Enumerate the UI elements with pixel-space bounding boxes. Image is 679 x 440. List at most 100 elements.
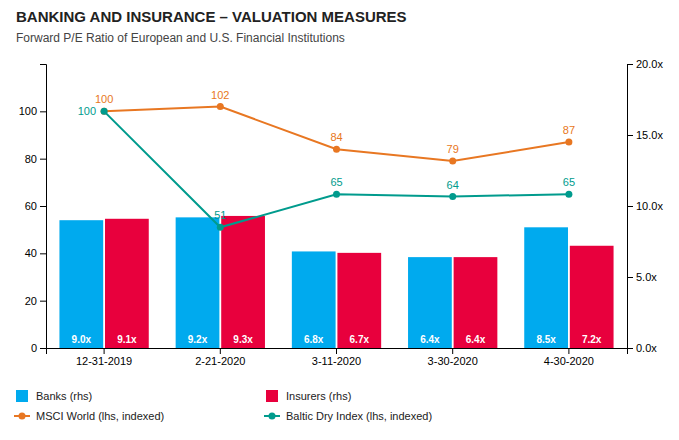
tick-label: 5.0x — [636, 271, 657, 283]
y2-tick: 0.0x — [627, 342, 657, 354]
tick-label: 40 — [25, 247, 37, 259]
y-tick: 100 — [19, 105, 46, 117]
line-label: 100 — [95, 93, 113, 105]
bar-label: 7.2x — [582, 334, 602, 345]
y-tick: 80 — [25, 153, 46, 165]
line-label: 84 — [330, 131, 342, 143]
legend-label: Banks (rhs) — [36, 390, 92, 402]
y2-tick: 10.0x — [627, 200, 663, 212]
y2-tick: 15.0x — [627, 129, 663, 141]
y-tick: 20 — [25, 295, 46, 307]
point — [449, 193, 456, 200]
tick-mark — [627, 135, 633, 136]
point — [565, 139, 572, 146]
tick-mark — [627, 348, 633, 349]
x-tick: 3-30-2020 — [428, 348, 478, 367]
axis-line — [40, 65, 47, 349]
y2-axis: 0.0x 5.0x 10.0x 15.0x 20.0x — [627, 58, 663, 354]
point — [101, 108, 108, 115]
tick-mark — [104, 348, 105, 354]
y2-tick: 20.0x — [627, 58, 663, 70]
tick-label: 3-30-2020 — [428, 355, 478, 367]
bar — [176, 217, 220, 348]
axis-line — [47, 349, 628, 355]
point — [565, 191, 572, 198]
y-tick: 0 — [31, 342, 46, 354]
tick-mark — [40, 253, 46, 254]
tick-mark — [40, 111, 46, 112]
bar — [221, 216, 265, 348]
point — [333, 146, 340, 153]
bar — [337, 253, 381, 348]
tick-mark — [40, 301, 46, 302]
tick-label: 3-11-2020 — [312, 355, 361, 367]
x-tick: 2-21-2020 — [195, 348, 245, 367]
bar-label: 9.2x — [188, 334, 208, 345]
legend-item: Banks (rhs) — [16, 390, 92, 402]
legend-item: Baltic Dry Index (lhs, indexed) — [264, 410, 432, 422]
bar-series — [105, 216, 614, 348]
tick-mark — [627, 64, 633, 65]
point — [333, 191, 340, 198]
bar-label: 6.4x — [420, 334, 440, 345]
bar — [59, 220, 103, 348]
bar — [408, 257, 452, 348]
point — [217, 103, 224, 110]
legend-swatch — [266, 390, 278, 402]
line — [104, 107, 569, 161]
bar-series — [59, 217, 568, 348]
tick-label: 2-21-2020 — [195, 355, 245, 367]
tick-mark — [568, 348, 569, 354]
y-tick: 40 — [25, 247, 46, 259]
marks — [59, 103, 613, 348]
point — [101, 108, 108, 115]
y-tick: 60 — [25, 200, 46, 212]
data-labels: 9.0x9.2x6.8x6.4x8.5x9.1x9.3x6.7x6.4x7.2x… — [72, 89, 602, 345]
tick-label: 20 — [25, 295, 37, 307]
legend-label: Insurers (rhs) — [286, 390, 351, 402]
tick-label: 10.0x — [636, 200, 663, 212]
bar — [570, 246, 614, 348]
tick-mark — [627, 206, 633, 207]
tick-mark — [220, 348, 221, 354]
bar — [292, 251, 336, 348]
tick-label: 60 — [25, 200, 37, 212]
legend-marker — [19, 413, 26, 420]
line-label: 65 — [563, 176, 575, 188]
line-label: 87 — [563, 124, 575, 136]
tick-label: 12-31-2019 — [76, 355, 132, 367]
tick-mark — [627, 277, 633, 278]
legend-label: MSCI World (lhs, indexed) — [36, 410, 164, 422]
tick-mark — [40, 159, 46, 160]
bar-label: 8.5x — [536, 334, 556, 345]
line-label: 102 — [211, 89, 229, 101]
legend-marker — [269, 413, 276, 420]
tick-label: 100 — [19, 105, 37, 117]
bar-label: 6.7x — [350, 334, 370, 345]
legend-swatch — [16, 390, 28, 402]
line-label: 65 — [330, 176, 342, 188]
bar-label: 6.4x — [466, 334, 486, 345]
x-tick: 12-31-2019 — [76, 348, 132, 367]
line-label: 100 — [78, 105, 96, 117]
tick-label: 80 — [25, 153, 37, 165]
bar-label: 9.1x — [117, 334, 137, 345]
x-tick: 3-11-2020 — [312, 348, 361, 367]
tick-label: 4-30-2020 — [544, 355, 594, 367]
line — [104, 111, 569, 227]
legend: Banks (rhs) Insurers (rhs) MSCI World (lhs… — [14, 390, 432, 422]
x-axis: 12-31-2019 2-21-2020 3-11-2020 3-30-2020 4-3… — [47, 348, 628, 367]
bar-label: 6.8x — [304, 334, 324, 345]
legend-item: Insurers (rhs) — [266, 390, 351, 402]
y2-tick: 5.0x — [627, 271, 657, 283]
line-label: 64 — [447, 179, 459, 191]
bar-label: 9.3x — [233, 334, 253, 345]
point — [217, 224, 224, 231]
tick-label: 0.0x — [636, 342, 657, 354]
line-label: 79 — [447, 143, 459, 155]
axis-line — [628, 65, 634, 349]
tick-mark — [40, 206, 46, 207]
chart: BANKING AND INSURANCE – VALUATION MEASUR… — [0, 0, 679, 440]
bar — [454, 257, 498, 348]
tick-mark — [336, 348, 337, 354]
